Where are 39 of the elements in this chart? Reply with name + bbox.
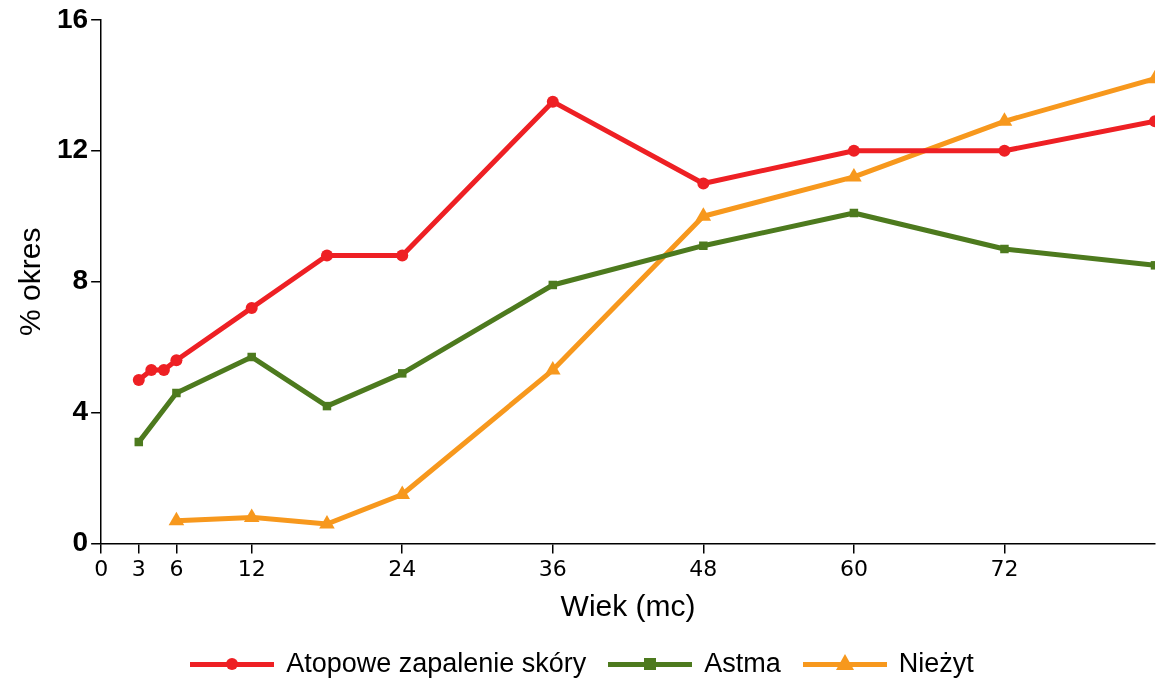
y-tick-label: 8 xyxy=(72,264,89,296)
point xyxy=(1000,244,1009,254)
point xyxy=(398,369,407,378)
point xyxy=(132,373,145,386)
point xyxy=(247,352,256,362)
point xyxy=(157,364,170,377)
x-axis-title: Wiek (mc) xyxy=(560,589,696,623)
point xyxy=(699,241,708,250)
x-tick-label: 48 xyxy=(689,555,718,581)
point xyxy=(145,364,158,377)
y-tick-label: 12 xyxy=(56,133,89,165)
point xyxy=(320,249,333,262)
point xyxy=(170,354,183,367)
point xyxy=(998,144,1011,157)
x-tick-label: 0 xyxy=(94,555,109,581)
legend-label: Astma xyxy=(704,648,781,679)
point xyxy=(396,249,409,262)
point xyxy=(245,301,258,314)
x-tick-label: 24 xyxy=(388,555,417,581)
x-tick-label: 3 xyxy=(131,555,146,581)
x-tick-label: 6 xyxy=(169,555,184,581)
y-tick-label: 4 xyxy=(72,395,89,427)
y-axis-title: % okres xyxy=(13,227,47,336)
legend-label: Nieżyt xyxy=(898,648,974,679)
point xyxy=(319,514,335,529)
point xyxy=(847,144,860,157)
x-tick-label: 72 xyxy=(990,555,1019,581)
y-tick-label: 0 xyxy=(72,526,89,558)
y-tick-label: 16 xyxy=(56,2,89,34)
point xyxy=(545,361,561,375)
point xyxy=(172,388,181,398)
point xyxy=(243,508,260,522)
x-tick-label: 60 xyxy=(839,555,868,581)
x-tick-label: 36 xyxy=(538,555,567,581)
point xyxy=(697,177,710,190)
point xyxy=(546,95,559,108)
point xyxy=(168,511,185,526)
legend-label: Atopowe zapalenie skóry xyxy=(286,648,587,679)
x-tick-label: 12 xyxy=(237,555,266,581)
